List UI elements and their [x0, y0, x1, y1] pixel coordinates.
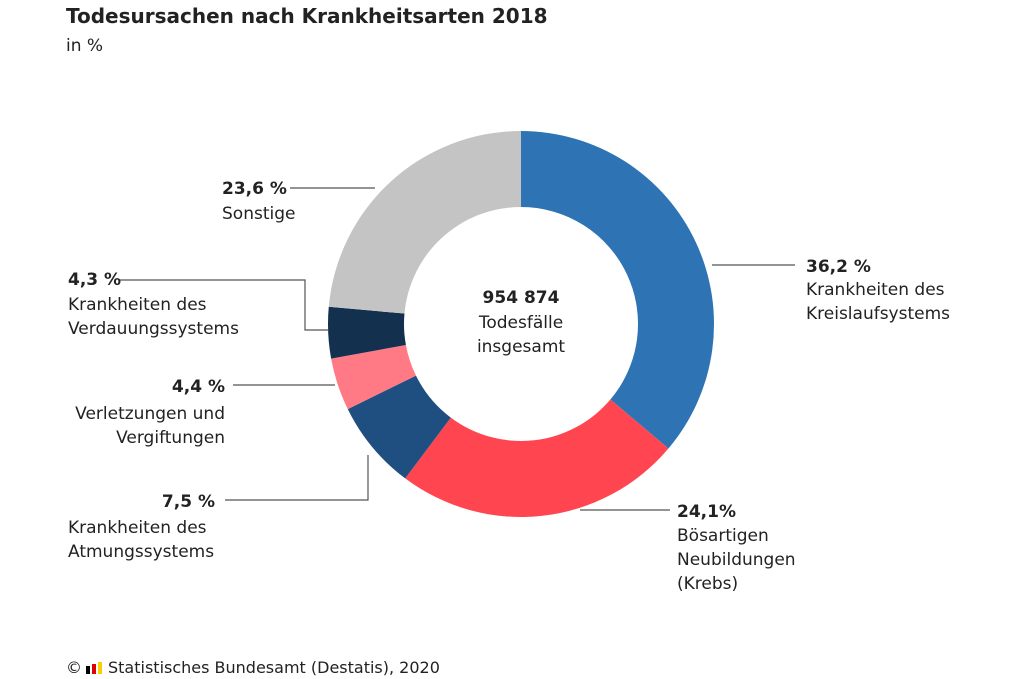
- category-label: Verletzungen und Vergiftungen: [75, 404, 225, 448]
- donut-slice: [405, 399, 669, 517]
- category-label: Krankheiten des Verdauungssystems: [68, 295, 239, 339]
- center-value: 954 874: [482, 288, 560, 308]
- value-label: 4,4 %: [171, 377, 225, 397]
- donut-slice: [521, 131, 714, 449]
- copyright: ©: [66, 658, 82, 677]
- chart-title: Todesursachen nach Krankheitsarten 2018: [66, 4, 548, 28]
- chart-subtitle: in %: [66, 36, 104, 56]
- value-label: 36,2 %: [806, 257, 871, 277]
- donut-slice: [347, 375, 451, 479]
- donut-slice: [331, 344, 416, 410]
- category-label: Krankheiten des Atmungssystems: [68, 518, 215, 562]
- category-label: Krankheiten des Kreislaufsystems: [806, 280, 951, 324]
- value-label: 24,1%: [677, 502, 736, 522]
- center-label: Todesfälle insgesamt: [476, 313, 566, 357]
- value-label: 7,5 %: [161, 492, 215, 512]
- category-label: Sonstige: [222, 204, 296, 224]
- donut-slice: [328, 131, 521, 314]
- leader-line: [225, 455, 369, 501]
- value-label: 23,6 %: [222, 179, 287, 199]
- category-label: Bösartigen Neubildungen (Krebs): [677, 526, 796, 594]
- leader-line: [120, 279, 328, 331]
- donut-slice: [328, 306, 406, 359]
- value-label: 4,3 %: [68, 270, 122, 290]
- source: Statistisches Bundesamt (Destatis), 2020: [108, 658, 440, 677]
- logo: [86, 662, 102, 674]
